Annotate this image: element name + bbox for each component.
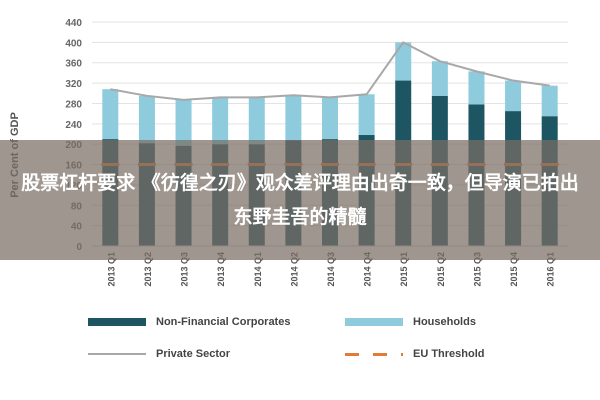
bar-households xyxy=(468,71,485,105)
x-tick-label: 2014 Q3 xyxy=(326,252,336,287)
caption-text: 股票杠杆要求 《彷徨之刃》观众差评理由出奇一致，但导演已拍出东野圭吾的精髓 xyxy=(21,172,579,228)
bar-households xyxy=(248,97,265,145)
y-tick-label: 400 xyxy=(65,38,82,49)
legend: Non-Financial Corporates Households Priv… xyxy=(0,310,600,390)
x-tick-label: 2013 Q4 xyxy=(216,252,226,287)
y-tick-label: 320 xyxy=(65,79,82,90)
legend-swatch-corporates xyxy=(88,318,146,326)
x-tick-label: 2013 Q3 xyxy=(180,252,190,287)
y-tick-label: 280 xyxy=(65,99,82,110)
legend-item-eu-threshold: EU Threshold xyxy=(345,348,485,360)
legend-swatch-eu-threshold xyxy=(345,352,403,356)
x-tick-label: 2014 Q4 xyxy=(363,252,373,287)
bar-households xyxy=(175,99,192,146)
legend-item-private-sector: Private Sector xyxy=(88,348,230,360)
bar-households xyxy=(358,94,375,136)
bar-households xyxy=(285,95,302,141)
x-tick-label: 2015 Q2 xyxy=(436,252,446,287)
x-tick-label: 2013 Q1 xyxy=(106,252,116,287)
legend-swatch-private-sector xyxy=(88,353,146,355)
y-tick-label: 360 xyxy=(65,59,82,70)
legend-label-private-sector: Private Sector xyxy=(156,348,230,360)
legend-item-corporates: Non-Financial Corporates xyxy=(88,316,290,328)
bar-households xyxy=(395,42,412,81)
bar-households xyxy=(431,61,448,96)
legend-label-corporates: Non-Financial Corporates xyxy=(156,316,291,328)
bar-households xyxy=(541,85,558,117)
bar-households xyxy=(102,89,119,140)
y-tick-label: 440 xyxy=(65,18,82,29)
legend-swatch-households xyxy=(345,318,403,326)
x-tick-label: 2014 Q1 xyxy=(253,252,263,287)
bar-households xyxy=(322,97,338,140)
legend-label-eu-threshold: EU Threshold xyxy=(413,348,485,360)
legend-item-households: Households xyxy=(345,316,476,328)
caption-overlay: 股票杠杆要求 《彷徨之刃》观众差评理由出奇一致，但导演已拍出东野圭吾的精髓 xyxy=(0,140,600,260)
bar-households xyxy=(212,97,229,145)
x-tick-label: 2015 Q1 xyxy=(399,252,409,287)
x-tick-label: 2014 Q2 xyxy=(289,252,299,287)
x-tick-label: 2015 Q3 xyxy=(472,252,482,287)
y-tick-label: 240 xyxy=(65,120,82,131)
x-tick-label: 2015 Q4 xyxy=(509,252,519,287)
x-tick-label: 2016 Q1 xyxy=(546,252,556,287)
bar-households xyxy=(505,80,522,112)
x-tick-label: 2013 Q2 xyxy=(143,252,153,287)
bar-households xyxy=(138,95,155,144)
legend-label-households: Households xyxy=(413,316,476,328)
line-private-sector xyxy=(110,41,550,101)
